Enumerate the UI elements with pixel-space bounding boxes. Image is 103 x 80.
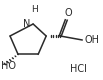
Text: O: O — [65, 8, 73, 18]
Text: N: N — [23, 19, 31, 29]
Text: H: H — [31, 5, 38, 14]
Text: OH: OH — [85, 35, 100, 45]
Text: HO: HO — [1, 61, 16, 71]
Text: HCl: HCl — [70, 64, 87, 74]
